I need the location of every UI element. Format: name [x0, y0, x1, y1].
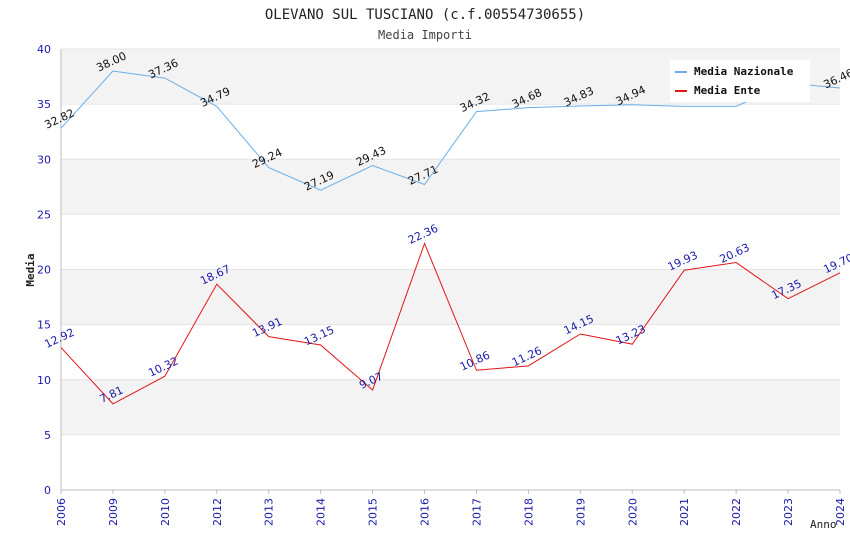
- background-bands: [61, 49, 840, 490]
- series-lines: [60, 70, 841, 405]
- y-tick-label: 40: [37, 43, 51, 56]
- series-line-media-nazionale: [60, 70, 841, 191]
- band-6: [61, 104, 840, 160]
- y-tick-label: 30: [37, 153, 51, 166]
- band-3: [61, 269, 840, 325]
- x-tick-label: 2017: [470, 498, 483, 526]
- series-line-media-ente: [60, 242, 841, 405]
- x-tick-labels: 2006 2009 2010 2012 2013 2014 2015 2016 2017 2018…: [55, 490, 847, 526]
- legend-label-media-nazionale: Media Nazionale: [694, 65, 794, 78]
- band-2: [61, 324, 840, 380]
- y-tick-label: 35: [37, 98, 51, 111]
- legend: Media Nazionale Media Ente: [670, 60, 810, 102]
- band-0: [61, 434, 840, 490]
- x-tick-label: 2024: [834, 498, 847, 526]
- x-tick-label: 2010: [159, 498, 172, 526]
- band-1: [61, 379, 840, 435]
- x-tick-label: 2006: [55, 498, 68, 526]
- x-tick-label: 2022: [730, 498, 743, 526]
- y-tick-label: 5: [44, 429, 51, 442]
- band-4: [61, 214, 840, 270]
- x-tick-label: 2021: [678, 498, 691, 526]
- x-tick-label: 2015: [367, 498, 380, 526]
- y-tick-label: 15: [37, 319, 51, 332]
- y-tick-label: 0: [44, 484, 51, 497]
- chart-subtitle: Media Importi: [378, 28, 472, 42]
- y-axis-label: Media: [24, 253, 37, 286]
- x-tick-label: 2012: [211, 498, 224, 526]
- y-tick-label: 10: [37, 374, 51, 387]
- x-tick-label: 2013: [263, 498, 276, 526]
- x-axis-label: Anno: [810, 518, 837, 531]
- y-tick-labels: 0 5 10 15 20 25 30 35 40: [37, 43, 51, 497]
- x-tick-label: 2020: [626, 498, 639, 526]
- x-tick-label: 2019: [574, 498, 587, 526]
- legend-label-media-ente: Media Ente: [694, 84, 761, 97]
- y-tick-label: 20: [37, 264, 51, 277]
- y-tick-label: 25: [37, 208, 51, 221]
- x-tick-label: 2009: [107, 498, 120, 526]
- x-tick-label: 2016: [419, 498, 432, 526]
- legend-box: [670, 60, 810, 102]
- band-5: [61, 159, 840, 215]
- x-tick-label: 2018: [522, 498, 535, 526]
- chart-title: OLEVANO SUL TUSCIANO (c.f.00554730655): [265, 7, 585, 23]
- x-tick-label: 2023: [782, 498, 795, 526]
- x-tick-label: 2014: [315, 498, 328, 526]
